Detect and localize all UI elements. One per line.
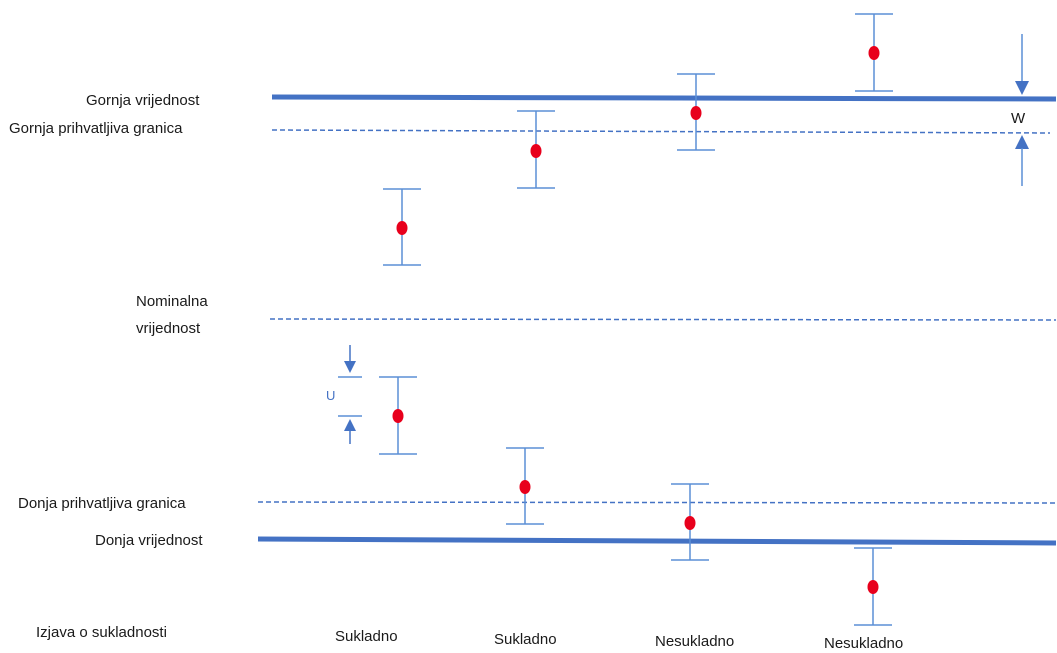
verdict-label: Nesukladno [655, 633, 734, 650]
lower-acceptance-label: Donja prihvatljiva granica [18, 495, 186, 512]
upper-acceptance-line [271, 129, 1051, 134]
lower-limit-line [257, 536, 1057, 546]
uncertainty-annotation: U [326, 345, 362, 444]
measurement-point [690, 106, 702, 120]
measurement-4 [506, 447, 544, 525]
upper-limit-line [271, 94, 1057, 102]
measurement-point [868, 46, 880, 60]
verdict-label: Nesukladno [824, 635, 903, 652]
measurement-7 [855, 13, 893, 92]
arrow-up-icon [344, 419, 356, 431]
lower-acceptance-line [257, 501, 1057, 504]
guard-band-label: W [1011, 110, 1026, 127]
verdict-label: Sukladno [335, 628, 398, 645]
measurement-point [519, 480, 531, 494]
measurement-point [530, 144, 542, 158]
measurement-6 [671, 483, 709, 561]
measurement-point [684, 516, 696, 530]
measurement-1 [383, 188, 421, 266]
measurement-point [392, 409, 404, 423]
verdict-label: Sukladno [494, 631, 557, 648]
lower-limit-label: Donja vrijednost [95, 532, 203, 549]
measurement-5 [677, 73, 715, 151]
nominal-label-line1: Nominalna [136, 293, 208, 310]
measurement-2 [379, 376, 417, 455]
arrow-down-icon [1015, 81, 1029, 95]
arrow-down-icon [344, 361, 356, 373]
guard-band-annotation: W [1011, 34, 1029, 186]
upper-acceptance-label: Gornja prihvatljiva granica [9, 120, 183, 137]
nominal-label-line2: vrijednost [136, 320, 201, 337]
nominal-line [269, 318, 1057, 321]
uncertainty-label: U [326, 388, 335, 403]
measurement-8 [854, 547, 892, 626]
measurement-point [867, 580, 879, 594]
upper-limit-label: Gornja vrijednost [86, 92, 200, 109]
measurement-point [396, 221, 408, 235]
arrow-up-icon [1015, 135, 1029, 149]
measurement-3 [517, 110, 555, 189]
conformity-header: Izjava o sukladnosti [36, 624, 167, 641]
